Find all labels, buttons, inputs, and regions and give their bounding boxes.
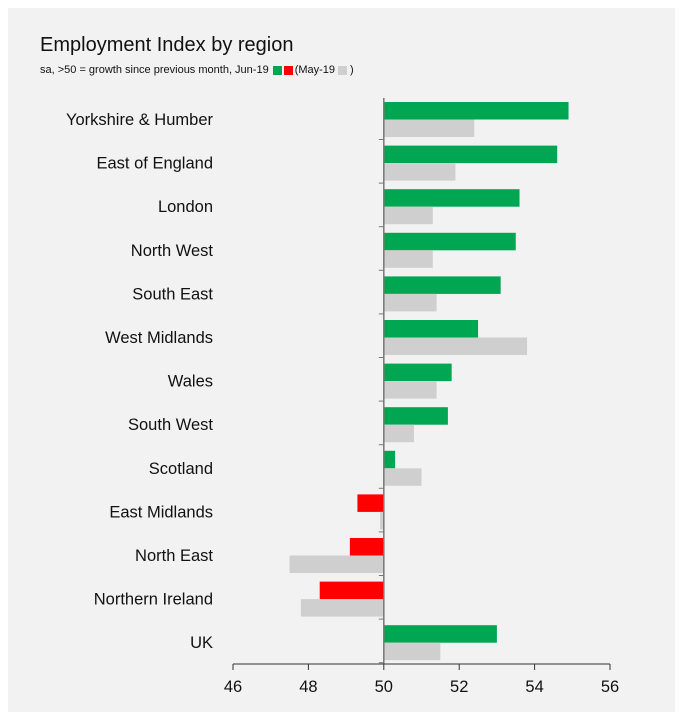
- bar-jun-19-uk: [383, 625, 497, 643]
- x-tick-label-50: 50: [375, 678, 393, 696]
- bar-may-19-north-west: [383, 250, 433, 268]
- bar-jun-19-south-west: [383, 407, 448, 425]
- x-tick-label-46: 46: [224, 678, 242, 696]
- bar-jun-19-scotland: [383, 450, 396, 469]
- bar-may-19-northern-ireland: [300, 599, 384, 617]
- legend-swatch-decline: [283, 65, 293, 75]
- category-label-north-west: North West: [131, 242, 214, 260]
- bar-may-19-south-east: [383, 293, 437, 312]
- bar-may-19-yorkshire-humber: [383, 119, 475, 137]
- bar-jun-19-west-midlands: [383, 320, 479, 338]
- bar-may-19-uk: [383, 642, 441, 661]
- bar-jun-19-yorkshire-humber: [383, 102, 569, 120]
- bar-jun-19-wales: [383, 363, 452, 382]
- subtitle-previous-close: ): [350, 64, 354, 76]
- category-label-west-midlands: West Midlands: [105, 329, 213, 347]
- bar-may-19-scotland: [383, 468, 422, 486]
- x-tick-label-56: 56: [601, 678, 619, 696]
- category-label-east-of-england: East of England: [97, 155, 214, 173]
- chart-title: Employment Index by region: [40, 34, 294, 56]
- bar-may-19-london: [383, 206, 433, 225]
- category-label-south-west: South West: [128, 416, 213, 434]
- bar-jun-19-london: [383, 189, 520, 207]
- bar-jun-19-east-midlands: [357, 494, 384, 512]
- legend-swatch-growth: [272, 65, 282, 75]
- bar-may-19-wales: [383, 381, 437, 399]
- category-label-wales: Wales: [168, 373, 213, 391]
- category-label-south-east: South East: [132, 285, 213, 303]
- x-tick-label-52: 52: [450, 678, 468, 696]
- bar-jun-19-northern-ireland: [319, 581, 384, 600]
- category-label-north-east: North East: [135, 547, 213, 565]
- bar-jun-19-south-east: [383, 276, 501, 294]
- category-label-london: London: [158, 198, 213, 216]
- subtitle-previous-open: (May-19: [294, 64, 336, 76]
- legend-swatch-previous: [338, 65, 348, 75]
- category-label-yorkshire-humber: Yorkshire & Humber: [66, 111, 214, 129]
- category-label-northern-ireland: Northern Ireland: [94, 591, 213, 609]
- subtitle-text: sa, >50 = growth since previous month, J…: [40, 64, 269, 76]
- chart-subtitle: sa, >50 = growth since previous month, J…: [40, 64, 354, 76]
- bar-may-19-west-midlands: [383, 337, 528, 355]
- bar-may-19-north-east: [289, 555, 384, 573]
- x-tick-label-54: 54: [525, 678, 543, 696]
- category-label-scotland: Scotland: [149, 460, 213, 478]
- x-tick-label-48: 48: [299, 678, 317, 696]
- category-label-uk: UK: [190, 634, 213, 652]
- bar-may-19-south-west: [383, 424, 414, 443]
- category-label-east-midlands: East Midlands: [109, 503, 213, 521]
- bar-may-19-east-of-england: [383, 163, 456, 181]
- bar-jun-19-east-of-england: [383, 145, 558, 164]
- bar-may-19-east-midlands: [380, 511, 384, 530]
- bar-jun-19-north-east: [349, 538, 384, 556]
- bar-jun-19-north-west: [383, 232, 516, 251]
